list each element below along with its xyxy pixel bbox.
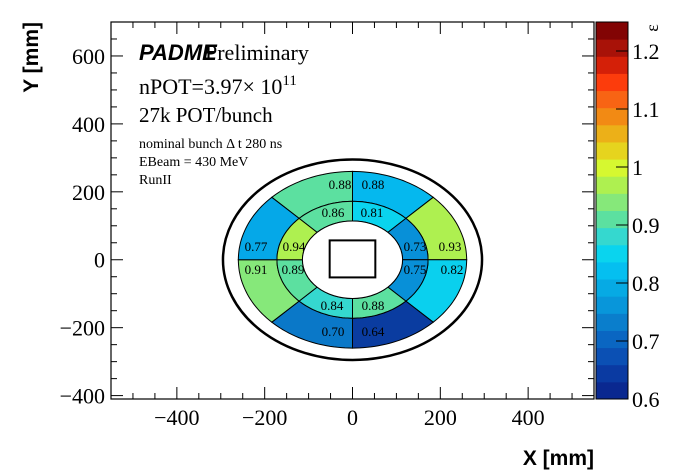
palette-swatch [596, 90, 628, 109]
y-tick-label: 0 [94, 248, 105, 273]
beam-energy-label: EBeam = 430 MeV [139, 155, 248, 170]
cell-value-label: 0.73 [404, 239, 427, 254]
x-tick-label: 0 [347, 405, 358, 430]
y-tick-label: 400 [72, 112, 105, 137]
palette-swatch [596, 193, 628, 211]
x-tick-label: −200 [242, 405, 287, 430]
cell-value-label: 0.88 [329, 177, 352, 192]
cell-value-label: 0.94 [283, 239, 306, 254]
cell-value-label: 0.81 [361, 205, 384, 220]
palette-swatch [596, 279, 628, 297]
center-square [328, 239, 377, 279]
z-tick-label: 0.6 [632, 387, 660, 412]
npot-prefix: nPOT=3.97× 10 [139, 74, 282, 99]
palette-swatch [596, 56, 628, 74]
cell-value-label: 0.77 [245, 239, 268, 254]
y-axis-title: Y [mm] [20, 22, 43, 93]
cell-labels-layer: 0.88 0.88 0.93 0.82 0.64 0.70 0.91 0.77 0.86 0.81… [245, 177, 464, 339]
cell-value-label: 0.93 [439, 239, 462, 254]
cell-value-label: 0.70 [322, 324, 345, 339]
run-label: RunII [139, 173, 172, 188]
z-tick-label: 1 [632, 155, 643, 180]
x-tick-label: −400 [154, 405, 199, 430]
z-tick-label: 1.2 [632, 39, 660, 64]
pot-per-bunch-label: 27k POT/bunch [139, 103, 273, 127]
palette-swatch [596, 39, 628, 57]
cell-value-label: 0.89 [282, 262, 305, 277]
palette-swatch [596, 347, 628, 366]
x-axis-title: X [mm] [523, 447, 594, 470]
z-tick-label: 0.7 [632, 329, 660, 354]
palette-swatch [596, 22, 628, 40]
palette-swatch [596, 364, 628, 383]
boundary-circle [221, 158, 484, 362]
cell-value-label: 0.84 [321, 298, 344, 313]
palette-swatch [596, 244, 628, 263]
palette-swatch [596, 73, 628, 92]
cell-value-label: 0.88 [362, 298, 385, 313]
cell-value-label: 0.91 [245, 262, 268, 277]
palette-swatch [596, 107, 628, 126]
experiment-label: PADME [139, 40, 218, 65]
palette-swatch [596, 141, 628, 160]
bunch-length-label: nominal bunch Δ t 280 ns [139, 137, 282, 152]
palette-frame [595, 21, 629, 400]
inner-hole [301, 220, 404, 299]
cell-value-label: 0.86 [322, 205, 345, 220]
x-tick-label: 400 [512, 405, 545, 430]
npot-label: nPOT=3.97× 1011 [139, 73, 297, 99]
palette-swatch [596, 176, 628, 194]
status-label: Preliminary [205, 40, 309, 65]
y-tick-label: 200 [72, 180, 105, 205]
y-tick-label: −200 [60, 316, 105, 341]
palette-swatch [596, 296, 628, 314]
y-tick-label: 600 [72, 44, 105, 69]
z-axis-title: ε [642, 24, 662, 32]
palette-swatch [596, 261, 628, 280]
z-tick-label: 0.9 [632, 213, 660, 238]
palette-swatch [596, 210, 628, 229]
legend-text: PADME Preliminary nPOT=3.97× 1011 27k PO… [139, 40, 309, 188]
x-tick-label: 200 [424, 405, 457, 430]
y-tick-label: −400 [60, 384, 105, 409]
z-tick-label: 0.8 [632, 271, 660, 296]
color-palette: 0.6 0.7 0.8 0.9 1 1.1 1.2 [595, 21, 660, 412]
palette-swatch [596, 159, 628, 177]
z-tick-label: 1.1 [632, 97, 660, 122]
palette-swatch [596, 227, 628, 246]
axes-layer: −400 −200 0 200 400 −400 −200 0 200 400 600 [60, 21, 595, 430]
palette-swatch [596, 381, 628, 400]
cell-value-label: 0.64 [362, 324, 385, 339]
palette-swatch [596, 330, 628, 349]
npot-exponent: 11 [282, 73, 296, 89]
cell-value-label: 0.82 [441, 262, 464, 277]
palette-swatch [596, 124, 628, 143]
palette-swatch [596, 313, 628, 331]
cell-value-label: 0.75 [404, 262, 427, 277]
geometry-layer [221, 158, 484, 362]
cell-value-label: 0.88 [362, 177, 385, 192]
